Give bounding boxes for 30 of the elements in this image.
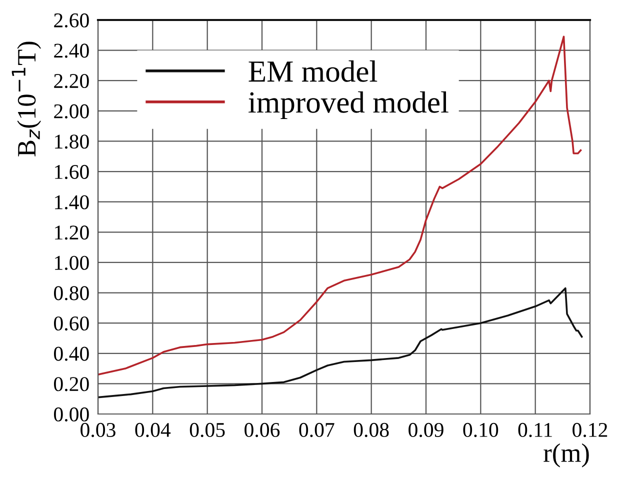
legend-label: improved model [248, 91, 448, 120]
x-tick-label: 0.07 [299, 422, 334, 438]
y-tick-label: 1.00 [55, 256, 89, 270]
x-tick-label: 0.10 [463, 422, 498, 438]
y-axis-title: B$_{z}$(10$^{−1}$T) [12, 42, 42, 156]
y-tick-label: 1.80 [55, 134, 89, 149]
x-axis-title: r(m) [544, 443, 589, 468]
x-tick-label: 0.09 [408, 422, 444, 438]
y-tick-label: 0.00 [54, 407, 89, 422]
y-tick-label: 2.20 [54, 74, 89, 88]
y-tick-label: 2.00 [54, 104, 89, 118]
y-tick-label: 1.40 [55, 195, 89, 210]
y-tick-label: 1.60 [55, 164, 89, 180]
x-tick-label: 0.03 [80, 422, 116, 438]
x-tick-label: 0.04 [135, 422, 171, 438]
x-tick-label: 0.08 [354, 422, 389, 438]
y-tick-label: 0.60 [54, 316, 89, 331]
y-tick-label: 0.80 [54, 286, 89, 300]
y-tick-label: 0.20 [54, 377, 89, 392]
y-tick-label: 2.60 [54, 13, 89, 28]
x-tick-label: 0.06 [244, 422, 280, 438]
y-tick-label: 1.20 [55, 226, 89, 240]
x-tick-label: 0.12 [572, 422, 608, 438]
line-series [98, 36, 582, 376]
y-tick-label: 2.40 [54, 44, 89, 58]
line-series [98, 287, 583, 398]
x-tick-label: 0.05 [190, 422, 225, 438]
x-tick-label: 0.11 [518, 422, 552, 438]
legend-label: EM model [248, 60, 378, 82]
y-tick-label: 0.40 [54, 346, 89, 361]
